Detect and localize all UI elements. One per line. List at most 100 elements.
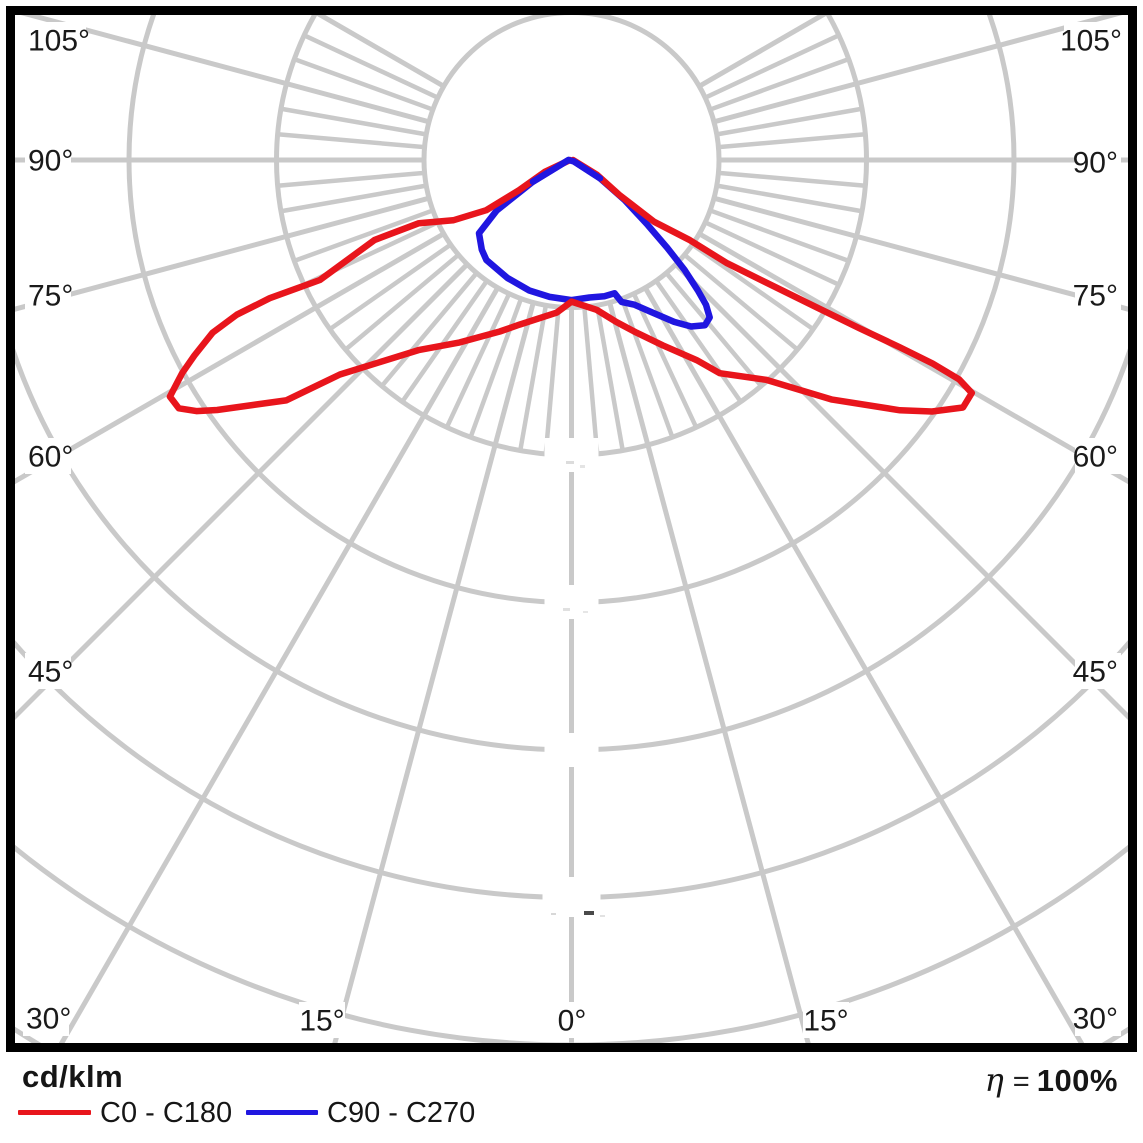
angle-tick-label: 105° bbox=[1060, 25, 1122, 58]
angle-label-bg bbox=[1075, 653, 1121, 689]
grid-minor-tick bbox=[631, 292, 699, 429]
angle-tick-label: 45° bbox=[1073, 656, 1118, 689]
grid-minor-tick bbox=[594, 304, 625, 451]
grid-minor-tick bbox=[716, 183, 863, 214]
efficiency-label: η = 100% bbox=[985, 1061, 1118, 1099]
angle-tick-label: 15° bbox=[299, 1005, 344, 1038]
angle-label-bg bbox=[1075, 1000, 1121, 1036]
angle-label-bg bbox=[25, 277, 71, 313]
grid-minor-tick bbox=[400, 279, 489, 403]
grid-minor-tick bbox=[380, 271, 479, 388]
grid-ray bbox=[15, 231, 446, 485]
angle-label-bg bbox=[25, 653, 71, 689]
grid-minor-tick bbox=[303, 33, 439, 100]
angle-tick-labels: 105° 90° 75° 60° 45° 30° 105° 90° 75° 60° 45° 30° 15… bbox=[23, 22, 1125, 1038]
radial-value-remnant-mark bbox=[563, 608, 570, 611]
grid-ray bbox=[20, 15, 430, 125]
angle-label-bg bbox=[1075, 277, 1121, 313]
grid-minor-tick bbox=[277, 132, 425, 150]
grid-minor-tick bbox=[293, 56, 434, 112]
radial-value-remnant-mark bbox=[583, 611, 588, 613]
angle-label-bg bbox=[556, 1002, 588, 1038]
grid-minor-tick bbox=[280, 183, 427, 214]
angle-label-bg bbox=[25, 22, 86, 58]
angle-tick-label: 75° bbox=[28, 280, 73, 313]
grid-ray bbox=[15, 195, 430, 312]
angle-label-bg bbox=[299, 1002, 345, 1038]
plot-border bbox=[6, 6, 1137, 1052]
grid-minor-tick bbox=[619, 297, 675, 438]
grid-minor-tick bbox=[543, 306, 561, 455]
radial-value-erased-box bbox=[544, 585, 599, 619]
grid-minor-tick bbox=[654, 279, 743, 403]
eta-equals: = bbox=[1012, 1066, 1030, 1098]
grid-ray bbox=[643, 286, 1085, 1043]
radial-value-remnant-mark bbox=[600, 915, 605, 917]
grid-minor-tick bbox=[518, 304, 549, 451]
angle-label-bg bbox=[803, 1002, 849, 1038]
legend-label-c0-c180: C0 - C180 bbox=[100, 1097, 233, 1129]
unit-label: cd/klm bbox=[22, 1059, 124, 1094]
grid-minor-tick bbox=[277, 170, 425, 188]
grid-minor-tick bbox=[718, 170, 866, 188]
angle-tick-label: 0° bbox=[558, 1005, 587, 1038]
grid-ray bbox=[713, 195, 1128, 312]
c90-c270-curve-vertex-cap bbox=[529, 156, 604, 185]
grid-minor-tick bbox=[468, 297, 524, 438]
radial-value-erased-box bbox=[544, 733, 599, 767]
radial-value-erased-box bbox=[544, 438, 599, 472]
grid-minor-tick bbox=[293, 208, 434, 264]
angle-tick-label: 90° bbox=[1073, 147, 1118, 180]
grid-minor-tick bbox=[328, 242, 452, 332]
angle-label-bg bbox=[1075, 438, 1121, 474]
angle-tick-label: 75° bbox=[1073, 280, 1118, 313]
angle-label-bg bbox=[25, 438, 71, 474]
legend-swatch-c0-c180 bbox=[18, 1110, 91, 1115]
grid-minor-tick bbox=[280, 106, 427, 137]
grid-ray bbox=[713, 15, 1123, 125]
grid-ray bbox=[58, 286, 500, 1043]
grid-minor-tick bbox=[582, 306, 600, 455]
eta-symbol: η bbox=[984, 1061, 1004, 1099]
grid-minor-tick bbox=[664, 271, 763, 388]
grid-minor-tick bbox=[444, 292, 512, 429]
c0-c180-curve bbox=[166, 156, 976, 415]
angle-label-bg bbox=[1075, 144, 1121, 180]
angle-tick-label: 15° bbox=[803, 1005, 848, 1038]
grid-minor-tick bbox=[716, 106, 863, 137]
intensity-curves bbox=[166, 156, 976, 415]
angle-tick-label: 30° bbox=[26, 1003, 71, 1036]
grid-minor-tick bbox=[683, 253, 799, 352]
grid-minor-tick bbox=[718, 132, 866, 150]
angle-label-bg bbox=[25, 142, 71, 178]
grid-minor-tick bbox=[344, 253, 460, 352]
c90-c270-curve bbox=[475, 156, 713, 330]
angle-label-bg bbox=[1064, 22, 1125, 58]
angle-label-bg bbox=[23, 1000, 69, 1036]
grid-minor-tick bbox=[691, 242, 815, 332]
efficiency-value: 100% bbox=[1036, 1063, 1118, 1098]
angle-tick-label: 105° bbox=[28, 25, 90, 58]
grid-minor-tick bbox=[709, 56, 850, 112]
radial-value-erased-box bbox=[542, 877, 601, 917]
radial-value-remnant-mark bbox=[551, 913, 556, 915]
radial-value-remnant-mark bbox=[580, 465, 585, 468]
radial-value-remnant-mark bbox=[566, 461, 574, 464]
legend-swatch-c90-c270 bbox=[246, 1110, 318, 1115]
angle-tick-label: 60° bbox=[28, 441, 73, 474]
legend-label-c90-c270: C90 - C270 bbox=[327, 1097, 476, 1129]
grid-minor-tick bbox=[709, 208, 850, 264]
angle-tick-label: 45° bbox=[28, 656, 73, 689]
grid-ray bbox=[332, 301, 536, 1043]
radial-scale-erased-boxes bbox=[542, 438, 605, 917]
angle-tick-label: 30° bbox=[1073, 1003, 1118, 1036]
grid-ray bbox=[607, 301, 811, 1043]
grid-minor-tick bbox=[704, 220, 840, 287]
angle-tick-label: 60° bbox=[1073, 441, 1118, 474]
radial-value-remnant-mark bbox=[584, 911, 594, 915]
angle-tick-label: 90° bbox=[28, 145, 73, 178]
grid-minor-tick bbox=[704, 33, 840, 100]
